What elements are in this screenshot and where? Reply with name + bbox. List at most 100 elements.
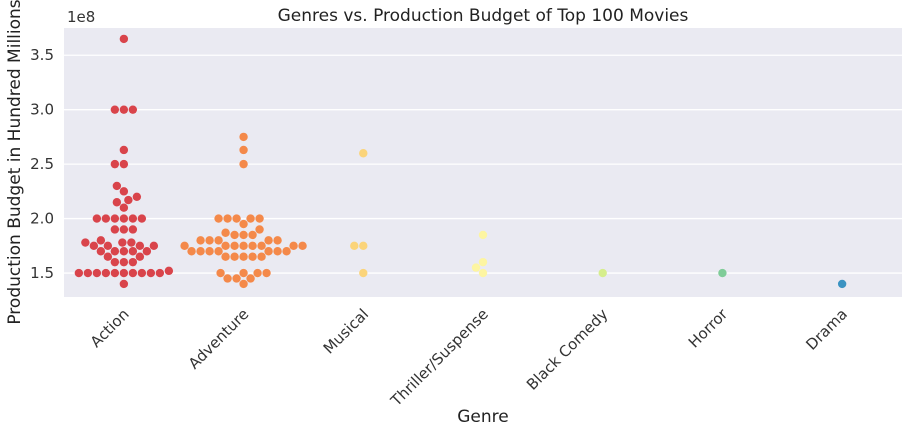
x-tick-label: Drama: [802, 305, 851, 354]
data-point: [132, 192, 142, 202]
data-point: [110, 225, 120, 234]
data-point: [128, 105, 138, 114]
data-point: [128, 257, 138, 267]
data-point: [298, 241, 307, 251]
data-point: [89, 241, 99, 251]
data-point: [196, 247, 205, 256]
data-point: [230, 241, 239, 251]
data-point: [282, 247, 291, 256]
data-point: [142, 247, 152, 256]
data-point: [81, 238, 90, 247]
data-point: [216, 268, 225, 278]
data-point: [118, 238, 127, 247]
chart-title: Genres vs. Production Budget of Top 100 …: [278, 6, 689, 26]
data-point: [196, 236, 205, 245]
data-point: [471, 263, 481, 272]
data-point: [478, 257, 488, 267]
data-point: [127, 238, 136, 247]
data-point: [239, 252, 248, 261]
data-point: [119, 145, 129, 155]
y-axis-label: Production Budget in Hundred Millions: [5, 0, 25, 325]
data-point: [146, 268, 156, 278]
data-point: [255, 214, 264, 223]
data-point: [205, 236, 214, 245]
y-tick-label: 1.5: [30, 264, 54, 282]
y-tick-label: 2.5: [30, 155, 54, 173]
data-point: [223, 274, 232, 283]
x-axis-ticks: Action Adventure Musical Thriller/Suspense B…: [87, 305, 851, 411]
data-point: [239, 219, 248, 229]
data-point: [359, 268, 368, 278]
data-point: [119, 105, 129, 114]
y-tick-label: 2.0: [30, 210, 54, 228]
data-point: [119, 187, 129, 196]
data-point: [112, 181, 122, 191]
data-point: [119, 34, 129, 44]
data-point: [239, 268, 248, 278]
x-tick-label: Musical: [320, 305, 372, 357]
data-point: [273, 247, 282, 256]
data-point: [110, 247, 120, 256]
data-point: [92, 268, 102, 278]
data-point: [74, 268, 84, 278]
data-point: [214, 236, 223, 245]
data-point: [101, 268, 111, 278]
data-point: [180, 241, 189, 251]
data-point: [598, 268, 607, 278]
data-point: [119, 214, 129, 223]
data-point: [478, 268, 488, 278]
x-tick-label: Action: [87, 305, 133, 351]
data-point: [110, 268, 120, 278]
y-tick-label: 3.0: [30, 101, 54, 119]
data-point: [135, 241, 145, 251]
x-axis-label: Genre: [457, 407, 508, 427]
data-points: [74, 34, 847, 289]
y-offset-label: 1e8: [67, 8, 95, 26]
data-point: [128, 268, 138, 278]
data-point: [359, 241, 368, 251]
data-point: [239, 132, 248, 142]
data-point: [149, 241, 159, 251]
data-point: [128, 247, 138, 256]
data-point: [119, 203, 129, 212]
data-point: [128, 225, 138, 234]
data-point: [239, 279, 248, 289]
data-point: [214, 214, 223, 223]
data-point: [221, 228, 230, 237]
data-point: [221, 252, 230, 261]
data-point: [253, 268, 262, 278]
data-point: [239, 159, 248, 169]
data-point: [239, 145, 248, 155]
data-point: [96, 236, 106, 245]
data-point: [230, 230, 239, 240]
data-point: [239, 241, 248, 251]
data-point: [128, 214, 138, 223]
data-point: [119, 159, 129, 169]
data-point: [110, 159, 120, 169]
data-point: [350, 241, 359, 251]
data-point: [246, 274, 255, 283]
data-point: [119, 257, 129, 267]
data-point: [205, 247, 214, 256]
data-point: [230, 252, 239, 261]
data-point: [273, 236, 282, 245]
y-tick-label: 3.5: [30, 46, 54, 64]
data-point: [110, 214, 120, 223]
data-point: [239, 230, 248, 240]
data-point: [248, 230, 257, 240]
data-point: [119, 279, 129, 289]
data-point: [248, 241, 257, 251]
gridlines: [64, 54, 902, 274]
y-axis-ticks: 1.5 2.0 2.5 3.0 3.5: [30, 46, 54, 282]
data-point: [110, 105, 120, 114]
data-point: [112, 198, 122, 207]
data-point: [103, 252, 113, 261]
data-point: [119, 247, 129, 256]
data-point: [837, 279, 847, 289]
data-point: [246, 214, 255, 223]
data-point: [264, 236, 273, 245]
data-point: [96, 247, 106, 256]
data-point: [137, 214, 147, 223]
x-tick-label: Thriller/Suspense: [387, 305, 492, 410]
